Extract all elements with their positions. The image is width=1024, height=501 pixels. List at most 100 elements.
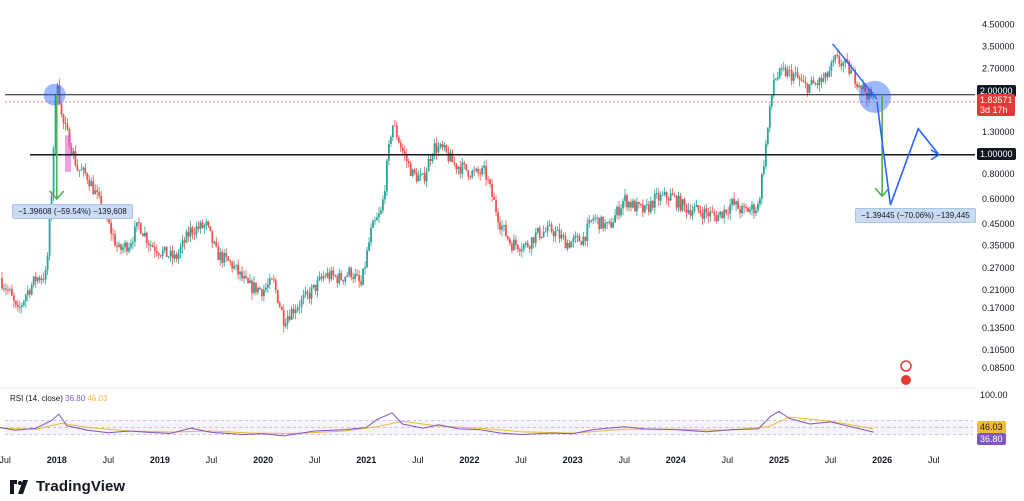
candle-body bbox=[493, 196, 495, 200]
candle-body bbox=[304, 291, 307, 296]
candle-body bbox=[298, 306, 301, 308]
candle-body bbox=[14, 301, 17, 305]
candle-body bbox=[675, 196, 678, 208]
drop-arrow-head bbox=[49, 190, 65, 201]
flag-icon[interactable] bbox=[901, 375, 911, 385]
candle-body bbox=[241, 271, 243, 279]
candle-body bbox=[465, 164, 468, 171]
candle-body bbox=[751, 204, 753, 210]
alert-icon[interactable] bbox=[900, 360, 912, 372]
candle-body bbox=[768, 106, 771, 128]
candle-body bbox=[350, 267, 353, 278]
candle-body bbox=[294, 310, 297, 314]
candle-body bbox=[774, 79, 777, 81]
candle-body bbox=[604, 223, 607, 229]
candle-body bbox=[600, 216, 603, 229]
candle-body bbox=[572, 237, 575, 242]
candle-body bbox=[487, 179, 489, 181]
candle-body bbox=[866, 91, 868, 100]
price-axis[interactable]: 4.500003.500002.700002.000001.300001.000… bbox=[982, 20, 1015, 374]
candle-body bbox=[526, 242, 529, 247]
candle-body bbox=[618, 206, 620, 216]
candle-body bbox=[211, 230, 214, 244]
candle-body bbox=[247, 278, 249, 283]
candle-body bbox=[832, 60, 835, 63]
candle-body bbox=[608, 222, 611, 223]
candle-body bbox=[844, 59, 847, 63]
candle-body bbox=[616, 206, 618, 216]
candle-body bbox=[118, 244, 120, 247]
candle-body bbox=[249, 280, 251, 283]
candle-body bbox=[346, 275, 349, 277]
candle-body bbox=[358, 275, 361, 282]
candle-body bbox=[622, 200, 624, 209]
candle-body bbox=[62, 114, 65, 123]
candle-body bbox=[509, 239, 511, 244]
candle-body bbox=[316, 279, 319, 291]
brand[interactable]: TradingView bbox=[8, 478, 125, 495]
candle-body bbox=[108, 219, 111, 223]
candle-body bbox=[360, 281, 363, 285]
candle-body bbox=[84, 167, 87, 174]
candle-body bbox=[42, 278, 45, 280]
candle-body bbox=[134, 226, 136, 242]
candle-body bbox=[407, 161, 410, 163]
candle-body bbox=[812, 80, 815, 84]
candle-body bbox=[512, 239, 515, 251]
candle-body bbox=[762, 166, 765, 174]
candle-body bbox=[80, 169, 83, 171]
candle-body bbox=[292, 308, 295, 314]
candle-body bbox=[624, 195, 626, 201]
candle-body bbox=[516, 244, 519, 250]
candle-body bbox=[1, 278, 3, 289]
candle-body bbox=[729, 204, 732, 214]
candle-body bbox=[741, 205, 743, 214]
candle-body bbox=[326, 272, 329, 277]
candle-body bbox=[590, 220, 593, 221]
candle-body bbox=[838, 55, 841, 64]
candle-body bbox=[308, 293, 311, 299]
candle-body bbox=[634, 200, 636, 212]
candle-body bbox=[626, 195, 628, 208]
candle-body bbox=[278, 303, 281, 307]
candle-body bbox=[747, 208, 749, 212]
candle-body bbox=[505, 224, 507, 237]
candle-body bbox=[231, 261, 234, 269]
time-axis[interactable]: Jul 2018 Jul 2019 Jul 2020 Jul 2021 Jul 2022 Jul 20… bbox=[0, 455, 939, 465]
candle-body bbox=[189, 227, 192, 237]
candle-body bbox=[179, 247, 182, 254]
candle-body bbox=[435, 143, 438, 153]
candle-body bbox=[614, 215, 616, 223]
candle-body bbox=[667, 198, 670, 201]
y-tick-label: 4.50000 bbox=[982, 20, 1015, 30]
candle-body bbox=[659, 194, 662, 201]
rsi-legend[interactable]: RSI (14, close) 36.80 46.03 bbox=[10, 394, 107, 403]
price-tag-current: 1.83571 3d 17h bbox=[977, 94, 1015, 116]
candle-body bbox=[862, 83, 864, 90]
candle-body bbox=[185, 231, 188, 243]
candle-body bbox=[703, 208, 706, 219]
candle-body bbox=[546, 225, 549, 232]
candle-body bbox=[203, 225, 206, 228]
candle-body bbox=[187, 231, 190, 237]
brand-name: TradingView bbox=[36, 478, 126, 495]
candle-body bbox=[810, 80, 813, 85]
candle-body bbox=[542, 231, 545, 237]
candle-body bbox=[721, 211, 724, 218]
candle-body bbox=[511, 243, 513, 251]
candle-body bbox=[401, 147, 404, 152]
y-tick-label: 0.35000 bbox=[982, 241, 1015, 251]
candle-body bbox=[828, 70, 831, 77]
candle-body bbox=[693, 206, 696, 212]
candle-body bbox=[38, 277, 41, 281]
candle-body bbox=[223, 252, 226, 263]
candle-body bbox=[419, 173, 422, 176]
candle-body bbox=[755, 210, 757, 214]
candle-body bbox=[681, 199, 684, 211]
candle-body bbox=[532, 237, 535, 244]
candle-body bbox=[780, 68, 783, 70]
candle-body bbox=[257, 287, 259, 293]
candle-body bbox=[661, 194, 664, 196]
candle-body bbox=[737, 201, 739, 209]
